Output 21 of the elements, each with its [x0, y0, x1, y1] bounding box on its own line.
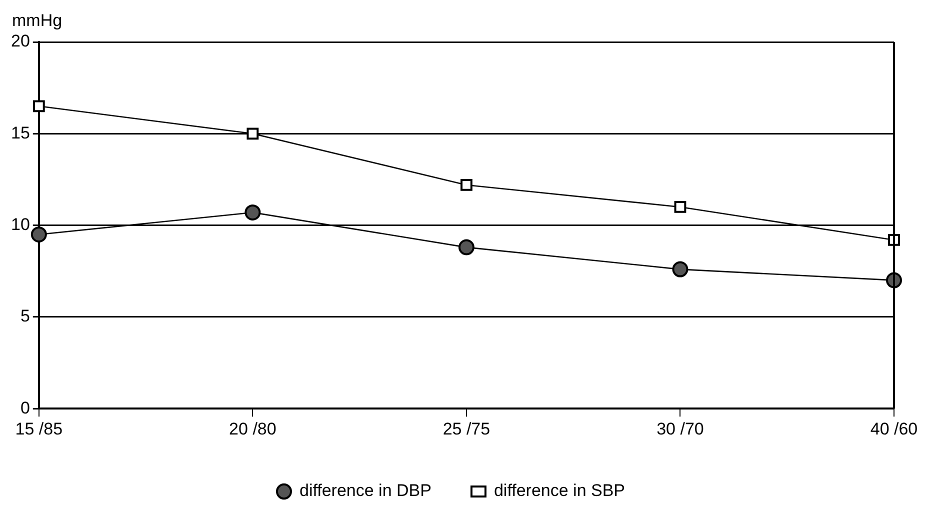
y-tick-label: 15: [10, 123, 30, 142]
point: [460, 179, 472, 191]
legend-label: difference in DBP: [299, 481, 432, 500]
point: [672, 261, 688, 278]
y-tick-label: 5: [20, 306, 30, 326]
y-tick-label: 10: [10, 214, 30, 234]
x-tick-label: 15 /85: [15, 419, 63, 438]
point: [246, 128, 259, 140]
y-tick-label: 20: [10, 32, 30, 51]
legend-label: difference in SBP: [494, 481, 626, 500]
x-tick-label: 20 /80: [229, 419, 276, 438]
x-tick-label: 25 /75: [442, 419, 490, 438]
point: [674, 201, 686, 213]
x-tick-label: 30 /70: [656, 419, 704, 438]
y-tick-label: 0: [20, 398, 30, 418]
point: [458, 239, 474, 256]
point: [32, 100, 45, 112]
x-tick-label: 40 /60: [870, 419, 918, 438]
point: [30, 226, 47, 242]
point: [244, 204, 261, 220]
y-axis-title: mmHg: [12, 11, 62, 30]
